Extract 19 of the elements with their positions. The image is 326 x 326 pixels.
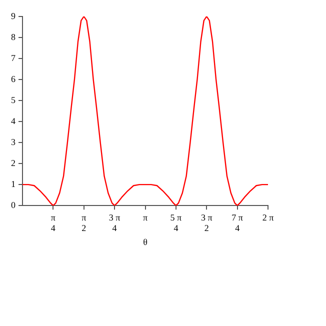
x-tick-label: π 2 xyxy=(82,212,87,234)
x-tick-label: 5 π 4 xyxy=(170,212,182,234)
x-tick-label: 2 π xyxy=(262,212,274,222)
x-tick-label: π 4 xyxy=(50,212,56,234)
x-tick-label: π xyxy=(142,212,148,222)
y-tick-label: 5 xyxy=(11,94,16,105)
x-tick-label: 3 π 4 xyxy=(108,212,121,234)
y-tick-label: 4 xyxy=(11,116,16,126)
y-tick-label: 6 xyxy=(11,74,16,84)
y-tick-label: 2 xyxy=(11,158,16,168)
y-tick-label: 8 xyxy=(11,32,16,42)
x-axis-title: θ xyxy=(143,236,148,247)
y-tick-label: 1 xyxy=(11,178,16,189)
x-tick-label: 7 π 4 xyxy=(232,212,244,234)
y-tick-label: 0 xyxy=(11,200,16,210)
x-tick-label: 3 π 2 xyxy=(200,212,213,234)
y-tick-label: 7 xyxy=(11,52,16,63)
y-tick-label: 3 xyxy=(11,136,16,147)
y-tick-label: 9 xyxy=(11,10,16,21)
